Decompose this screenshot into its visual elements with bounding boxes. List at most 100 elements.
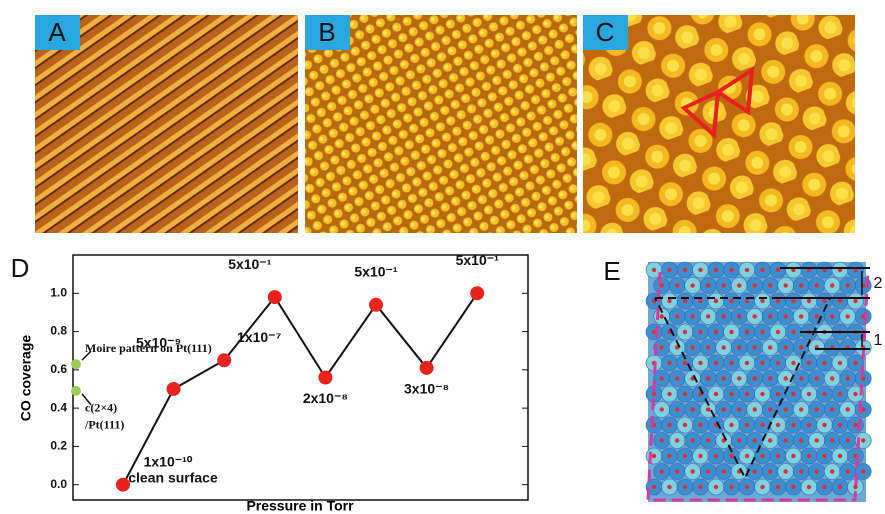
atom-center [846,314,850,318]
atom-center [822,423,826,427]
atom-center [706,438,710,442]
atom-center [675,438,679,442]
atom-center [691,345,695,349]
point [217,353,231,367]
atom-center [745,330,749,334]
atom-center [745,454,749,458]
atom-center [737,376,741,380]
atom-center [714,454,718,458]
atom-center [861,469,865,473]
atom-center [737,438,741,442]
panel-label: D [11,253,30,283]
point [470,286,484,300]
atom-center [660,438,664,442]
atom-center [784,314,788,318]
atom-center [815,438,819,442]
atom-center [799,469,803,473]
atom-center [737,407,741,411]
point [318,371,332,385]
atom-center [706,345,710,349]
atom-center [660,376,664,380]
atom-center [760,268,764,272]
point [268,290,282,304]
point [167,382,181,396]
atom-center [691,469,695,473]
atom-center [691,283,695,287]
atom-center [706,283,710,287]
atom-center [815,314,819,318]
atom-center [706,376,710,380]
atom-center [714,485,718,489]
annotation: clean surface [128,469,218,485]
atom-center [745,268,749,272]
atom-center [838,299,842,303]
point [369,298,383,312]
marker-label: 1 [874,332,883,349]
atom-center [683,299,687,303]
atom-center [698,485,702,489]
atom-center [822,485,826,489]
atom-center [691,314,695,318]
atom-center [722,376,726,380]
atom-center [698,268,702,272]
atom-center [753,283,757,287]
marker-label: 2 [874,275,883,292]
atom-center [830,438,834,442]
atom-center [706,469,710,473]
point-label: 2x10⁻⁸ [303,390,348,406]
panel-images: A B C D E [11,15,855,286]
atom-center [822,361,826,365]
atom-center [846,283,850,287]
atom-center [714,361,718,365]
atom-center [799,407,803,411]
atom-center [675,469,679,473]
atom-center [799,314,803,318]
y-tick-label: 0.6 [50,362,67,376]
atom-center [683,423,687,427]
point-label: 5x10⁻¹ [354,263,398,279]
atom-center [683,330,687,334]
atom-center [776,392,780,396]
atom-center [737,314,741,318]
atom-center [768,407,772,411]
atom-center [776,485,780,489]
atom-center [830,469,834,473]
atom-center [799,438,803,442]
atom-center [729,392,733,396]
atom-center [838,423,842,427]
atom-center [675,283,679,287]
atom-center [784,345,788,349]
atom-center [753,314,757,318]
atom-center [776,454,780,458]
atom-center [675,407,679,411]
atom-center [714,392,718,396]
atom-center [784,438,788,442]
atom-center [729,485,733,489]
atom-center [846,376,850,380]
atom-center [791,392,795,396]
atom-center [768,438,772,442]
atom-center [830,376,834,380]
atom-center [683,454,687,458]
y-tick-label: 0.2 [50,439,67,453]
atom-center [729,361,733,365]
atom-center [729,299,733,303]
atom-center [683,268,687,272]
atom-center [838,485,842,489]
atom-center [807,485,811,489]
atom-center [706,314,710,318]
atom-center [760,330,764,334]
atom-center [667,361,671,365]
atom-center [776,299,780,303]
atom-center [853,485,857,489]
atom-center [846,407,850,411]
atom-center [691,407,695,411]
atom-center [706,407,710,411]
atom-center [737,283,741,287]
atom-center [745,299,749,303]
atom-center [729,423,733,427]
atom-center [691,438,695,442]
atom-center [660,407,664,411]
atom-center [791,299,795,303]
atom-center [675,376,679,380]
